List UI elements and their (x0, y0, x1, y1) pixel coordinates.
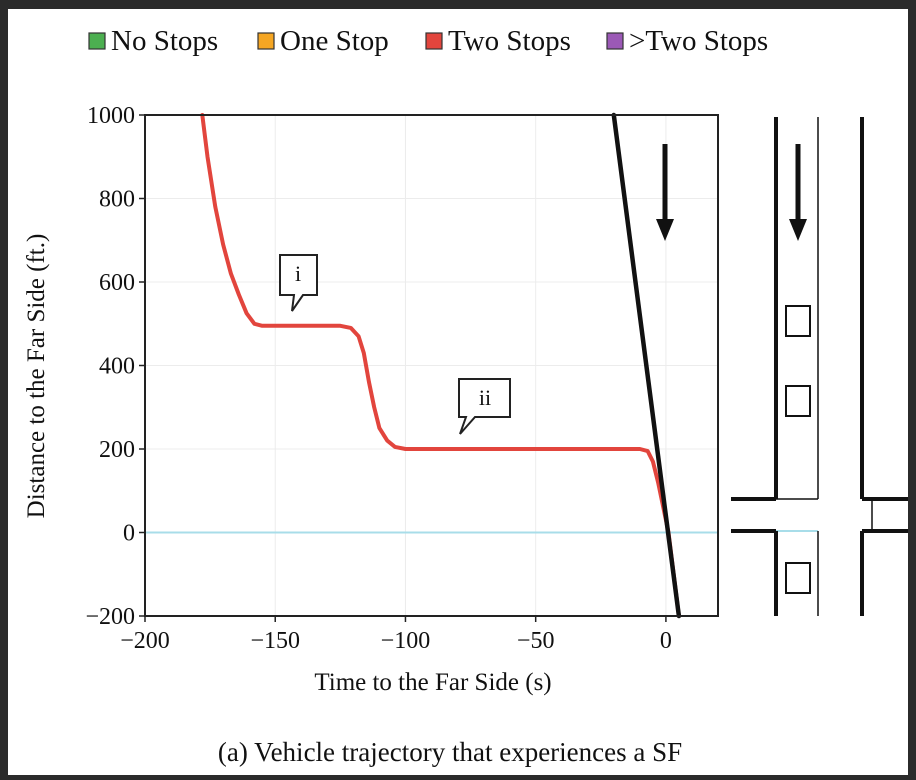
figure-caption: (a) Vehicle trajectory that experiences … (218, 737, 682, 767)
x-tick-label: −100 (381, 628, 431, 654)
y-tick-label: −200 (85, 604, 135, 630)
x-tick-label: 0 (660, 628, 672, 654)
callout-i: i (279, 254, 318, 312)
x-tick-label: −50 (517, 628, 555, 654)
x-axis-label: Time to the Far Side (s) (314, 669, 551, 696)
plot-grid (144, 114, 718, 617)
vehicle-1 (785, 305, 811, 337)
callout-ii: ii (458, 378, 511, 435)
y-tick-label: 200 (99, 437, 135, 463)
callout-ii-label: ii (479, 385, 491, 410)
legend-swatch-one-stop (257, 32, 275, 50)
intersection-diagram (731, 117, 908, 616)
legend-label-one-stop: One Stop (280, 25, 389, 57)
callout-i-label: i (295, 261, 301, 286)
y-axis-label: Distance to the Far Side (ft.) (23, 234, 50, 519)
legend-swatch-two-stops (425, 32, 443, 50)
lane-arrow-icon (789, 144, 807, 241)
legend-label-no-stops: No Stops (111, 25, 218, 57)
vehicle-3 (785, 562, 811, 594)
series-line-two-stops (200, 113, 681, 618)
y-tick-label: 600 (99, 270, 135, 296)
legend-swatch-more-stops (606, 32, 624, 50)
legend: No Stops One Stop Two Stops >Two Stops (88, 25, 768, 57)
legend-label-more-stops: >Two Stops (629, 25, 768, 57)
y-tick-label: 800 (99, 187, 135, 213)
y-tick-label: 1000 (87, 103, 135, 129)
y-tick-label: 400 (99, 354, 135, 380)
x-tick-label: −200 (120, 628, 170, 654)
axis-ticks: −200 −150 −100 −50 0 −200 0 200 400 600 800 1000 (85, 103, 671, 654)
trajectory-series (200, 112, 682, 619)
legend-label-two-stops: Two Stops (448, 25, 571, 57)
down-arrow-icon (656, 144, 674, 241)
series-line-reference-trajectory (611, 112, 682, 619)
legend-swatch-no-stops (88, 32, 106, 50)
figure-svg: No Stops One Stop Two Stops >Two Stops −… (23, 25, 908, 767)
y-tick-label: 0 (123, 521, 135, 547)
figure-panel: No Stops One Stop Two Stops >Two Stops −… (8, 9, 908, 775)
x-tick-label: −150 (250, 628, 300, 654)
vehicle-2 (785, 385, 811, 417)
callouts: i ii (279, 254, 511, 435)
